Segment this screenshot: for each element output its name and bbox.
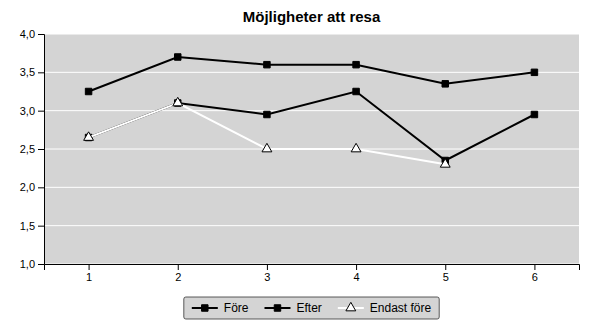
legend-marker bbox=[346, 302, 356, 311]
y-axis-line bbox=[38, 35, 45, 265]
line bbox=[89, 57, 535, 92]
x-tick-label: 5 bbox=[443, 271, 449, 283]
y-tick: 2,5 bbox=[20, 143, 44, 155]
y-tick: 2,0 bbox=[20, 181, 44, 193]
legend-marker bbox=[202, 305, 208, 311]
series bbox=[84, 97, 451, 167]
y-tick-label: 3,5 bbox=[20, 66, 35, 78]
x-axis-line bbox=[45, 265, 580, 271]
grid-line bbox=[44, 110, 579, 111]
legend-label: Före bbox=[224, 301, 249, 315]
y-tick-mark bbox=[38, 72, 44, 73]
marker bbox=[264, 61, 270, 67]
grid-line bbox=[44, 34, 579, 35]
grid-line bbox=[44, 225, 579, 226]
y-tick: 1,0 bbox=[20, 258, 44, 270]
y-tick-mark bbox=[38, 187, 44, 188]
x-tick-mark bbox=[267, 264, 268, 270]
marker bbox=[262, 143, 272, 152]
marker bbox=[173, 97, 183, 106]
series bbox=[85, 88, 537, 163]
y-tick-label: 4,0 bbox=[20, 28, 35, 40]
y-tick: 4,0 bbox=[20, 28, 44, 40]
grid-line bbox=[44, 72, 579, 73]
line bbox=[89, 103, 446, 164]
y-tick-mark bbox=[38, 264, 44, 265]
x-tick-label: 2 bbox=[175, 271, 181, 283]
line bbox=[89, 92, 535, 161]
marker bbox=[440, 159, 450, 168]
y-tick-mark bbox=[38, 149, 44, 150]
legend-box bbox=[184, 297, 439, 319]
x-tick: 5 bbox=[443, 264, 449, 283]
x-tick-mark bbox=[534, 264, 535, 270]
legend-label: Efter bbox=[296, 301, 321, 315]
chart: 1 2 3 4 5 6 1,0 1,5 2,0 2,5 3,0 3,5 4,0 Möjligheter a… bbox=[0, 0, 597, 326]
marker bbox=[264, 111, 270, 117]
marker bbox=[531, 111, 537, 117]
grid bbox=[44, 34, 579, 264]
y-tick-mark bbox=[38, 226, 44, 227]
x-tick-label: 3 bbox=[264, 271, 270, 283]
y-tick-label: 1,5 bbox=[20, 220, 35, 232]
y-tick-label: 2,5 bbox=[20, 143, 35, 155]
x-tick: 1 bbox=[86, 264, 92, 283]
x-tick-mark bbox=[89, 264, 90, 270]
marker bbox=[353, 61, 359, 67]
y-tick: 1,5 bbox=[20, 220, 44, 232]
x-tick-mark bbox=[445, 264, 446, 270]
x-tick: 2 bbox=[175, 264, 181, 283]
x-tick-mark bbox=[356, 264, 357, 270]
title: Möjligheter att resa bbox=[243, 8, 381, 25]
y-tick-mark bbox=[38, 34, 44, 35]
legend-item: Före bbox=[192, 301, 249, 315]
marker bbox=[175, 54, 181, 60]
y-tick-label: 3,0 bbox=[20, 105, 35, 117]
series bbox=[85, 54, 537, 95]
y-tick: 3,5 bbox=[20, 66, 44, 78]
marker bbox=[85, 88, 91, 94]
x-tick: 4 bbox=[354, 264, 360, 283]
y-axis: 1,0 1,5 2,0 2,5 3,0 3,5 4,0 bbox=[20, 28, 45, 270]
x-tick-label: 4 bbox=[354, 271, 360, 283]
x-tick-mark bbox=[178, 264, 179, 270]
marks bbox=[84, 54, 538, 167]
grid-line bbox=[44, 187, 579, 188]
legend-item: Efter bbox=[264, 301, 321, 315]
y-tick: 3,0 bbox=[20, 105, 44, 117]
plot: 1 2 3 4 5 6 1,0 1,5 2,0 2,5 3,0 3,5 4,0 bbox=[20, 28, 580, 283]
marker bbox=[442, 81, 448, 87]
legend-marker bbox=[274, 305, 280, 311]
x-tick-label: 6 bbox=[532, 271, 538, 283]
x-tick: 3 bbox=[264, 264, 270, 283]
legend: Före Efter Endast före bbox=[184, 297, 439, 319]
legend-label: Endast före bbox=[370, 301, 432, 315]
x-axis: 1 2 3 4 5 6 bbox=[45, 264, 580, 283]
marker bbox=[353, 88, 359, 94]
marker bbox=[351, 143, 361, 152]
legend-item: Endast före bbox=[338, 301, 432, 315]
y-tick-label: 1,0 bbox=[20, 258, 35, 270]
marker bbox=[531, 69, 537, 75]
y-tick-label: 2,0 bbox=[20, 181, 35, 193]
x-tick-label: 1 bbox=[86, 271, 92, 283]
marker bbox=[84, 132, 94, 141]
plot-background bbox=[44, 34, 579, 264]
y-tick-mark bbox=[38, 111, 44, 112]
x-tick: 6 bbox=[532, 264, 538, 283]
